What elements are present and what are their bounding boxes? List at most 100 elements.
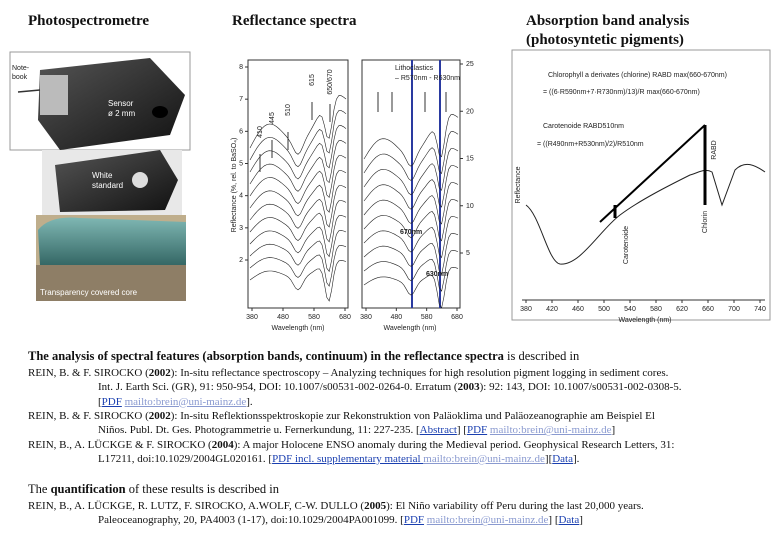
y-tick-label: 2 (239, 257, 243, 264)
y-tick-label: 3 (239, 225, 243, 232)
label: White (92, 171, 113, 180)
x-tick-label: 580 (650, 306, 662, 313)
y-tick-label: 5 (239, 161, 243, 168)
text: ] [ (456, 424, 467, 437)
spectrum (249, 140, 347, 192)
text-line: [PDF mailto:brein@uni-mainz.de]. (28, 396, 780, 410)
x-tick-label: 680 (451, 314, 463, 321)
arrow (17, 89, 41, 93)
heading: Reflectance spectra (232, 13, 357, 29)
link[interactable]: mailto:brein@uni-mainz.de (426, 514, 549, 527)
x-tick-label: 380 (360, 314, 372, 321)
white-standard (132, 172, 148, 188)
text-line: REIN, B. & F. SIROCKO (2002): In-situ re… (28, 367, 773, 381)
axis-label: Wavelength (nm) (618, 317, 671, 324)
annotation: 670nm (400, 229, 422, 236)
x-tick-label: 580 (421, 314, 433, 321)
text: ] (611, 424, 616, 437)
text: REIN, B., A. LÜCKGE, R. LUTZ, F. SIROCKO… (28, 500, 365, 512)
y-tick-label: 10 (466, 203, 474, 210)
annotation: – R570nm - R630nm (395, 75, 460, 82)
annotation: RABD (711, 140, 718, 159)
text: 2005 (364, 500, 387, 512)
text: ][ (544, 452, 553, 465)
text: Paleoceanography, 20, PA4003 (1-17), doi… (98, 514, 404, 527)
plot-frame (247, 59, 349, 309)
spectrum (363, 216, 459, 259)
x-tick-label: 540 (624, 306, 636, 313)
y-tick-label: 15 (466, 156, 474, 163)
spectrum (363, 266, 459, 309)
text-line: The quantification of these results is d… (28, 482, 773, 497)
text-line: The analysis of spectral features (absor… (28, 349, 773, 364)
text: 2004 (211, 438, 234, 451)
spectrum (363, 165, 459, 210)
x-tick-label: 580 (308, 314, 320, 321)
text: Int. J. Earth Sci. (GR), 91: 950-954, DO… (98, 381, 458, 394)
x-tick-label: 380 (246, 314, 258, 321)
link[interactable]: mailto:brein@uni-mainz.de (124, 395, 247, 408)
label: Sensor (108, 99, 134, 108)
link[interactable]: PDF incl. supplementary material (272, 452, 424, 465)
text: ): In-situ reflectance spectroscopy – An… (170, 367, 669, 379)
figures: Photospectrometre Reflectance spectra Ab… (9, 13, 771, 332)
y-tick-label: 7 (239, 96, 243, 103)
link[interactable]: PDF (101, 395, 122, 408)
baseline (599, 124, 706, 223)
spectrum (249, 259, 347, 302)
spectrum (363, 182, 459, 225)
spectrum (363, 199, 459, 242)
text: L17211, doi:10.1029/2004GL020161. [ (98, 452, 273, 465)
label: book (12, 74, 28, 81)
spectrum (249, 245, 347, 287)
link[interactable]: PDF (403, 514, 425, 527)
spectrum (249, 185, 347, 229)
annotation: 410 (257, 126, 264, 138)
device (38, 217, 186, 270)
text: 2002 (148, 409, 171, 422)
x-tick-label: 660 (702, 306, 714, 313)
heading: (photosyntetic pigments) (526, 32, 684, 48)
spectrum (363, 131, 459, 181)
text-line: Niños. Publ. Dt. Ges. Photogrammetrie u.… (28, 424, 780, 438)
axis-label: Reflectance (%, rel. to BaSO₄) (231, 138, 238, 233)
text: Niños. Publ. Dt. Ges. Photogrammetrie u.… (98, 424, 420, 437)
y-tick-label: 8 (239, 64, 243, 71)
text: ] [ (548, 514, 559, 527)
link[interactable]: Data (552, 452, 573, 465)
annotation: Carotenoide RABD510nm (543, 123, 624, 130)
y-tick-label: 25 (466, 61, 474, 68)
text: quantification (50, 482, 126, 496)
spectrum (363, 233, 459, 276)
annotation: Carotenoide (623, 226, 630, 264)
annotation: 445 (269, 112, 276, 124)
text: 2003 (457, 381, 480, 394)
annotation: 510 (285, 104, 292, 116)
x-tick-label: 500 (598, 306, 610, 313)
x-tick-label: 620 (676, 306, 688, 313)
text-line: REIN, B., A. LÜCKGE, R. LUTZ, F. SIROCKO… (28, 500, 773, 514)
link[interactable]: Data (558, 514, 580, 527)
text-line: REIN, B. & F. SIROCKO (2002): In-situ Re… (28, 410, 773, 424)
spectrum (249, 170, 347, 217)
spectrum (249, 200, 347, 243)
link[interactable]: PDF (466, 424, 488, 437)
spectrum (249, 215, 347, 258)
spectrum (525, 163, 766, 265)
text: REIN, B., A. LÜCKGE & F. SIROCKO ( (28, 438, 212, 451)
text: ): In-situ Reflektionsspektroskopie zur … (170, 409, 655, 422)
label: Note- (12, 65, 30, 72)
x-tick-label: 480 (390, 314, 402, 321)
spectrum (249, 230, 347, 273)
spectrum (363, 114, 459, 167)
link[interactable]: Abstract (419, 424, 457, 437)
x-tick-label: 680 (339, 314, 351, 321)
axis-label: Reflectance (515, 166, 522, 203)
link[interactable]: mailto:brein@uni-mainz.de (489, 424, 612, 437)
y-tick-label: 20 (466, 108, 474, 115)
text: ]. (573, 452, 580, 465)
text: ] (579, 514, 583, 527)
link[interactable]: mailto:brein@uni-mainz.de (423, 452, 545, 465)
text: is described in (503, 349, 580, 363)
